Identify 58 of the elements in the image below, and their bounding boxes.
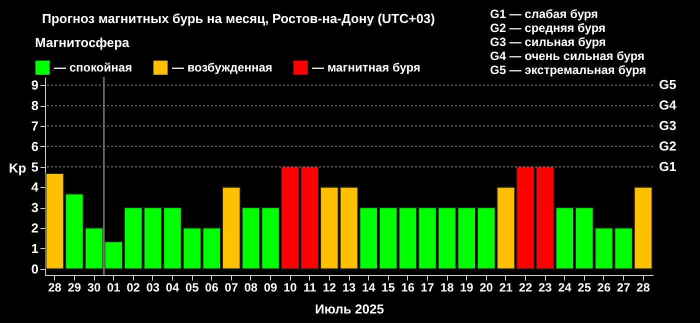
ref-line-label: G2 <box>659 138 676 154</box>
text: G3 — сильная буря <box>490 35 606 49</box>
y-axis-title: Kp <box>8 160 26 176</box>
x-tick-label: 25 <box>578 280 592 294</box>
x-tick-label: 23 <box>538 280 552 294</box>
x-tick-label: 17 <box>420 280 434 294</box>
legend-title: Магнитосфера <box>35 35 130 50</box>
ref-line-label: G5 <box>659 77 676 92</box>
legend-label: — магнитная буря <box>312 60 420 75</box>
x-tick-label: 09 <box>264 280 278 294</box>
ref-line-label: G3 <box>659 118 676 133</box>
y-tick-label: 7 <box>31 118 38 134</box>
y-tick-label: 3 <box>31 200 38 216</box>
text: G2 — средняя буря <box>490 21 606 35</box>
y-tick-label: 4 <box>31 180 40 195</box>
x-tick-label: 01 <box>106 280 121 294</box>
y-tick-label: 5 <box>31 159 38 174</box>
chart-title: Прогноз магнитных бурь на месяц, Ростов-на-Дону (UTC+03) <box>42 11 435 26</box>
x-tick-label: 04 <box>166 280 180 294</box>
x-tick-label: 28 <box>636 280 650 294</box>
x-tick-label: 07 <box>224 280 238 294</box>
x-tick-label: 30 <box>87 280 102 294</box>
text: G4 — очень сильная буря <box>490 49 645 63</box>
x-tick-label: 21 <box>499 280 513 294</box>
x-tick-label: 22 <box>518 280 533 294</box>
legend-label: — спокойная <box>54 60 132 75</box>
text: G1 — слабая буря <box>490 7 598 21</box>
x-tick-label: 08 <box>244 280 258 294</box>
x-tick-label: 26 <box>597 280 611 294</box>
y-tick-label: 1 <box>31 240 38 256</box>
x-tick-label: 13 <box>342 280 356 294</box>
x-tick-label: 29 <box>68 280 82 294</box>
x-tick-label: 10 <box>283 280 298 294</box>
x-tick-label: 05 <box>185 280 200 294</box>
x-tick-label: 15 <box>382 280 396 294</box>
x-tick-label: 16 <box>401 280 415 294</box>
x-tick-label: 19 <box>460 280 474 294</box>
ref-line-label: G1 <box>659 158 676 174</box>
y-tick-label: 6 <box>31 138 38 154</box>
x-tick-label: 28 <box>48 280 62 294</box>
x-tick-label: 11 <box>303 280 316 294</box>
x-tick-label: 02 <box>126 280 140 294</box>
x-tick-label: 18 <box>440 280 454 294</box>
y-tick-label: 8 <box>31 98 38 114</box>
x-axis-title: Июль 2025 <box>315 302 384 316</box>
y-tick-label: 9 <box>31 78 38 93</box>
x-tick-label: 24 <box>558 280 572 294</box>
x-tick-label: 03 <box>146 280 160 294</box>
ref-line-label: G4 <box>659 98 678 113</box>
legend-label: — возбужденная <box>172 60 272 75</box>
x-tick-label: 20 <box>480 280 494 294</box>
y-tick-label: 2 <box>31 220 38 236</box>
x-tick-label: 14 <box>362 280 376 294</box>
annotation: G5 — экстремальная буря <box>490 63 646 77</box>
y-tick-label: 0 <box>31 261 38 276</box>
x-tick-label: 27 <box>616 280 631 294</box>
x-tick-label: 12 <box>322 280 336 294</box>
x-tick-label: 06 <box>205 280 219 294</box>
